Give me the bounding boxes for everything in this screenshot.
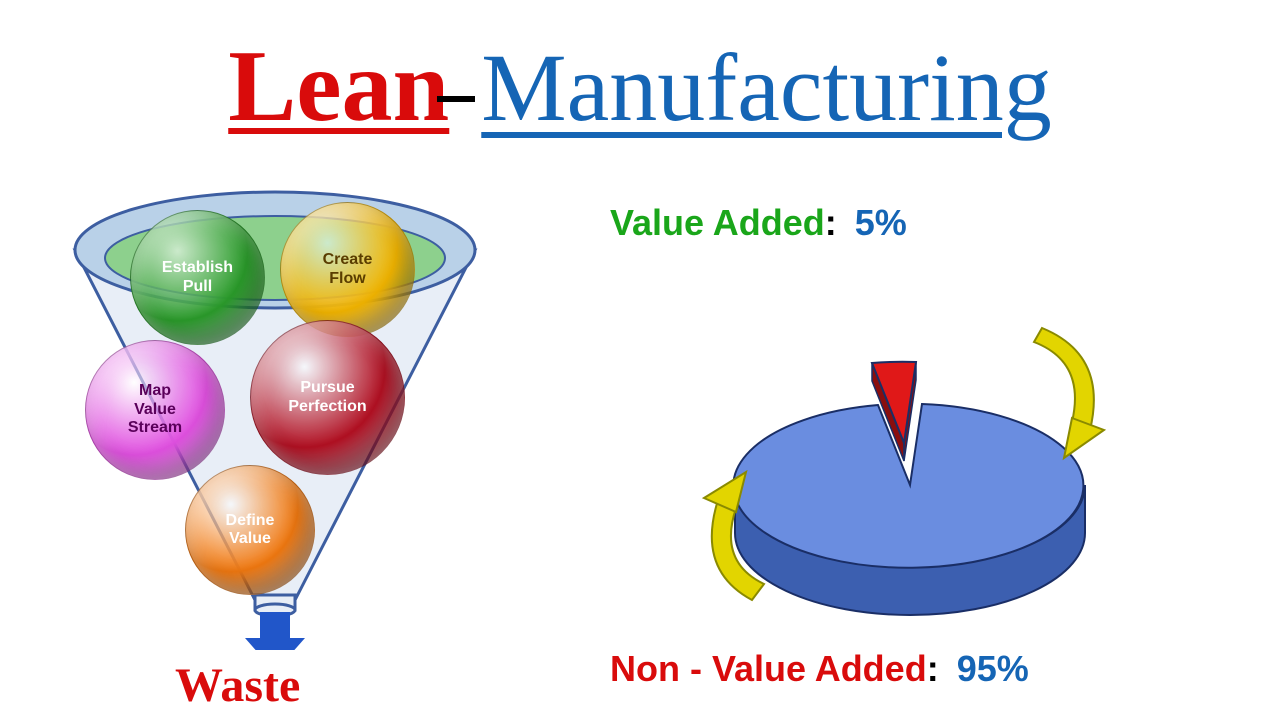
value-added-percent: 5%: [855, 202, 907, 243]
value-added-panel: Value Added: 5%: [560, 180, 1260, 720]
non-value-added-heading: Non - Value Added: 95%: [610, 648, 1029, 690]
non-value-added-label: Non - Value Added: [610, 648, 927, 689]
value-added-label: Value Added: [610, 202, 825, 243]
pie-chart: [690, 300, 1130, 630]
funnel-diagram: EstablishPull CreateFlow MapValueStream Pur…: [55, 180, 495, 720]
page-title: Lean Manufacturing: [0, 28, 1280, 145]
sphere-label: EstablishPull: [156, 259, 239, 296]
waste-arrow-icon: [245, 612, 305, 650]
sphere-label: MapValueStream: [122, 382, 188, 437]
sphere-pursue-perfection: PursuePerfection: [250, 320, 405, 475]
sphere-create-flow: CreateFlow: [280, 202, 415, 337]
title-separator: [437, 96, 475, 102]
sphere-label: PursuePerfection: [282, 379, 372, 416]
title-manufacturing: Manufacturing: [481, 34, 1051, 141]
value-added-heading: Value Added: 5%: [610, 202, 907, 244]
non-value-added-percent: 95%: [957, 648, 1029, 689]
waste-label: Waste: [175, 658, 300, 713]
sphere-define-value: DefineValue: [185, 465, 315, 595]
sphere-map-value-stream: MapValueStream: [85, 340, 225, 480]
title-lean: Lean: [228, 30, 449, 143]
sphere-label: DefineValue: [220, 512, 281, 549]
sphere-label: CreateFlow: [317, 251, 379, 288]
sphere-establish-pull: EstablishPull: [130, 210, 265, 345]
